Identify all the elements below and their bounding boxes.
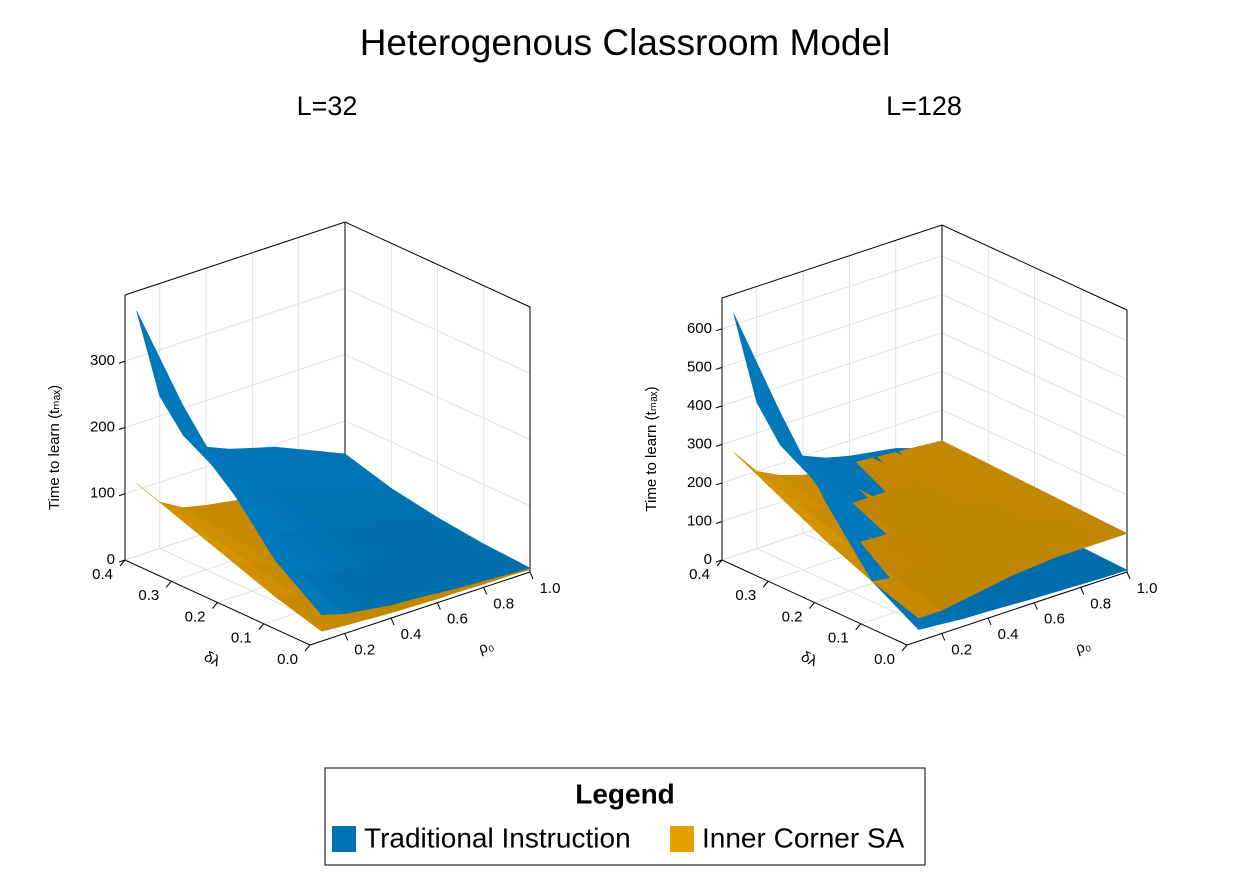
y-tick-label: 0.4 — [689, 566, 710, 583]
y-tick — [165, 580, 172, 588]
x-tick — [436, 602, 441, 610]
z-tick-label: 300 — [687, 435, 712, 452]
y-tick — [716, 559, 723, 567]
legend-label: Inner Corner SA — [702, 822, 905, 853]
x-tick-label: 0.8 — [1090, 595, 1111, 612]
z-tick-label: 200 — [90, 418, 115, 435]
x-tick — [529, 571, 534, 580]
z-tick-label: 100 — [687, 512, 712, 529]
z-tick-label: 100 — [90, 485, 115, 502]
y-tick-label: 0.2 — [185, 608, 206, 625]
y-tick-label: 0.0 — [277, 651, 298, 668]
z-tick — [715, 520, 723, 524]
x-tick — [941, 633, 946, 641]
z-tick-label: 300 — [90, 352, 115, 369]
z-tick — [715, 366, 723, 370]
x-tick-label: 0.6 — [447, 611, 468, 628]
y-tick — [304, 644, 311, 652]
x-axis-title: ρ₀ — [1074, 637, 1093, 658]
x-tick — [1033, 602, 1038, 610]
y-axis-title: δλ — [201, 648, 223, 670]
x-tick-label: 0.2 — [951, 641, 972, 658]
z-tick-label: 400 — [687, 397, 712, 414]
grid-line — [721, 332, 1128, 419]
y-tick-label: 0.2 — [782, 608, 803, 625]
x-tick — [987, 617, 992, 626]
z-tick — [715, 443, 723, 447]
surface-patch — [274, 595, 346, 632]
z-tick — [118, 493, 126, 497]
z-tick — [715, 482, 723, 486]
x-tick — [483, 587, 488, 595]
y-tick — [809, 602, 815, 609]
panel-title: L=128 — [886, 91, 962, 121]
x-tick-label: 0.6 — [1044, 611, 1065, 628]
y-tick — [901, 644, 908, 652]
z-tick-label: 0 — [704, 551, 712, 568]
x-tick-label: 0.4 — [998, 626, 1019, 643]
x-axis-title: ρ₀ — [477, 637, 496, 658]
y-tick-label: 0.0 — [874, 651, 895, 668]
x-tick-label: 1.0 — [1137, 580, 1158, 597]
x-tick — [390, 617, 395, 626]
y-tick-label: 0.1 — [231, 630, 252, 647]
y-tick-label: 0.1 — [828, 630, 849, 647]
figure-title: Heterogenous Classroom Model — [360, 22, 891, 63]
z-axis-title: Time to learn (tₘₐₓ) — [46, 385, 63, 510]
surface-patch — [871, 577, 943, 619]
y-tick — [855, 623, 862, 631]
z-tick — [118, 360, 126, 364]
x-axis — [906, 571, 1128, 646]
legend-swatch — [670, 826, 694, 852]
z-tick — [715, 405, 723, 409]
z-tick — [118, 427, 126, 430]
y-tick — [212, 602, 218, 609]
legend-title: Legend — [575, 778, 675, 809]
x-tick — [344, 633, 349, 641]
x-tick-label: 0.2 — [354, 641, 375, 658]
z-axis-title: Time to learn (tₘₐₓ) — [643, 386, 660, 511]
z-tick-label: 0 — [107, 551, 115, 568]
y-tick-label: 0.3 — [735, 587, 756, 604]
y-tick — [258, 623, 265, 631]
z-tick — [715, 328, 723, 332]
legend-label: Traditional Instruction — [364, 822, 631, 853]
y-tick — [119, 559, 126, 567]
surface-patch — [733, 313, 804, 466]
grid-line — [721, 255, 1128, 342]
x-tick-label: 0.8 — [493, 595, 514, 612]
panel-title: L=32 — [297, 91, 358, 121]
z-tick-label: 600 — [687, 320, 712, 337]
x-tick-label: 1.0 — [540, 580, 561, 597]
y-tick-label: 0.4 — [92, 566, 113, 583]
x-tick — [1126, 571, 1131, 580]
y-tick — [762, 580, 769, 588]
x-tick-label: 0.4 — [401, 626, 422, 643]
z-tick-label: 200 — [687, 474, 712, 491]
y-axis-title: δλ — [798, 648, 820, 670]
legend-box — [324, 767, 926, 866]
z-tick — [118, 559, 126, 563]
surface-patch — [275, 560, 346, 616]
grid-line — [721, 293, 1128, 380]
z-tick-label: 500 — [687, 358, 712, 375]
x-axis — [309, 571, 531, 646]
legend-swatch — [332, 826, 356, 852]
x-tick — [1080, 587, 1085, 595]
z-tick — [715, 559, 723, 563]
y-tick-label: 0.3 — [138, 587, 159, 604]
surface-patch — [136, 310, 207, 458]
